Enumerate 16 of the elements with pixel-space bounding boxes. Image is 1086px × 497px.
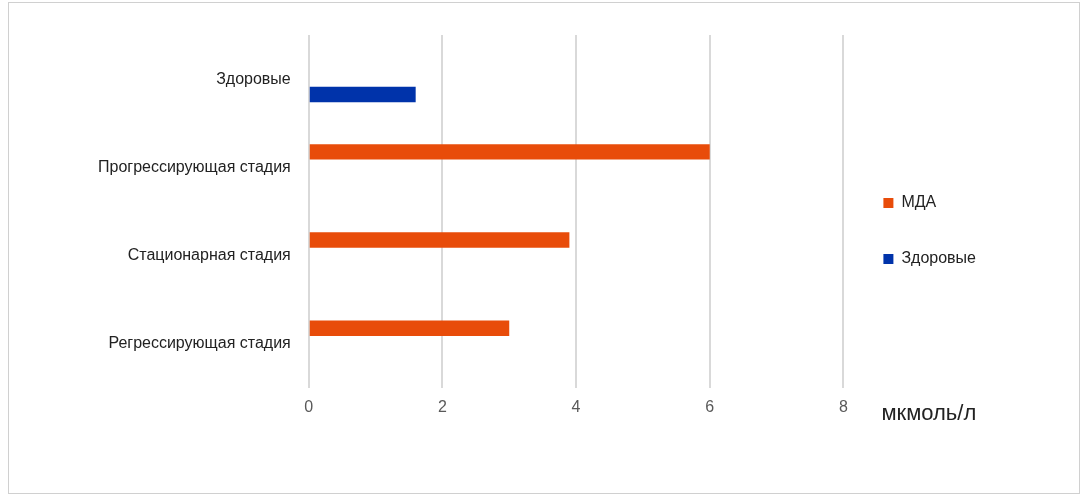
legend-label: Здоровые	[901, 249, 977, 267]
y-tick-label: Стационарная стадия	[127, 245, 291, 263]
y-tick-label: Здоровые	[216, 69, 291, 87]
bar	[309, 232, 570, 248]
x-tick-label: 0	[304, 397, 314, 415]
x-tick-label: 4	[571, 397, 581, 415]
x-tick-label: 8	[838, 397, 848, 415]
bar	[309, 144, 710, 160]
legend-label: МДА	[901, 193, 937, 211]
bar	[309, 320, 510, 336]
x-tick-label: 6	[705, 397, 715, 415]
y-tick-label: Регрессирующая стадия	[108, 334, 291, 352]
x-axis-title: мкмоль/л	[881, 399, 977, 425]
bar	[309, 86, 416, 103]
x-tick-label: 2	[437, 397, 447, 415]
y-tick-label: Прогрессирующая стадия	[97, 157, 291, 175]
